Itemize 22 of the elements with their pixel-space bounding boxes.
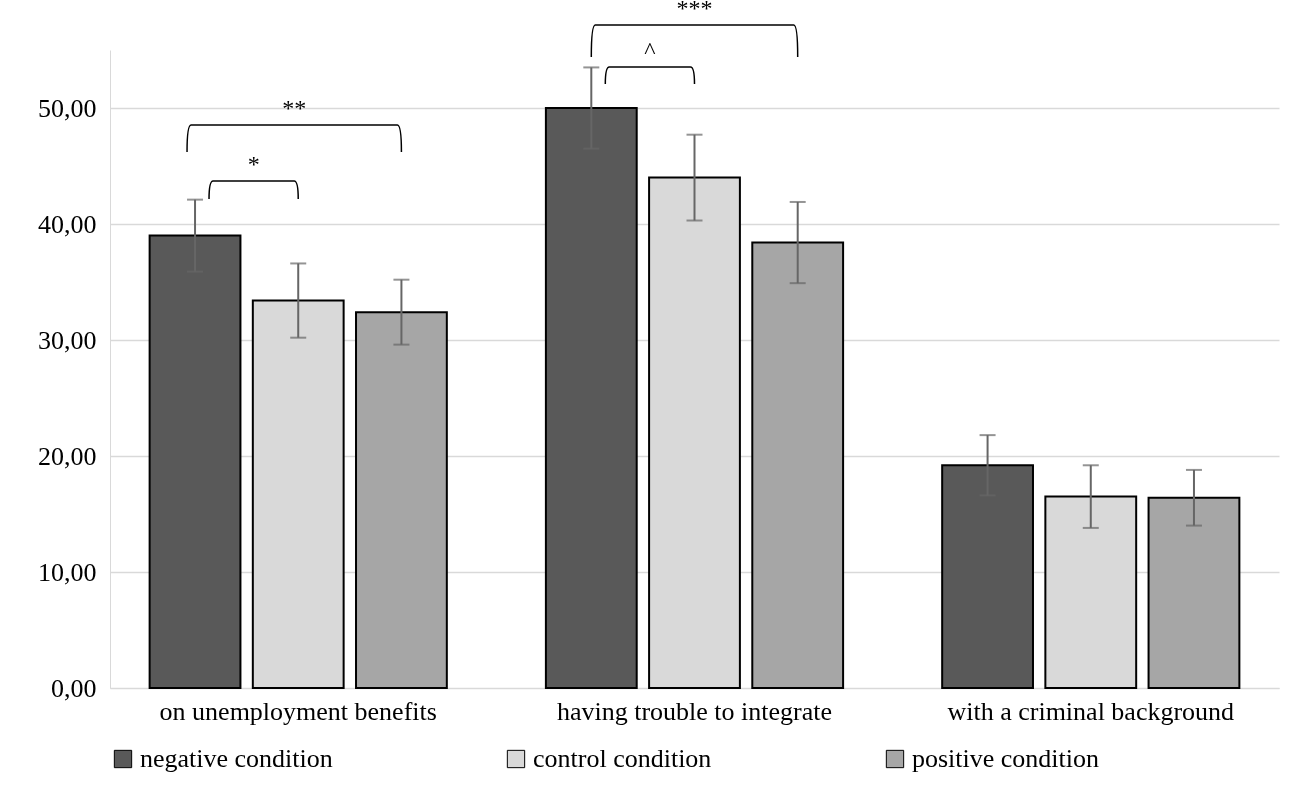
bar [544, 107, 638, 689]
y-tick-label: 40,00 [38, 209, 97, 239]
annotation: ** [282, 95, 307, 121]
x-tick-label: having trouble to integrate [556, 696, 833, 726]
y-tick-label: 10,00 [38, 557, 97, 587]
annotation: ^ [644, 37, 656, 63]
y-tick-label: 20,00 [38, 441, 97, 471]
y-tick-label: 30,00 [38, 325, 97, 355]
y-tick-label: 50,00 [38, 93, 97, 123]
annotation: * [247, 151, 260, 177]
text: *** [676, 0, 713, 21]
legend-label: control condition [533, 744, 712, 773]
bar [1147, 496, 1241, 689]
x-tick-label: on unemployment benefits [159, 696, 437, 726]
bar [751, 241, 845, 689]
bar [355, 311, 448, 689]
bar [941, 464, 1034, 689]
legend-label: positive condition [912, 744, 1100, 773]
y-tick-label: 0,00 [51, 673, 97, 703]
bar [148, 234, 242, 689]
legend-label: negative condition [140, 744, 333, 773]
x-tick-label: with a criminal background [947, 696, 1235, 726]
